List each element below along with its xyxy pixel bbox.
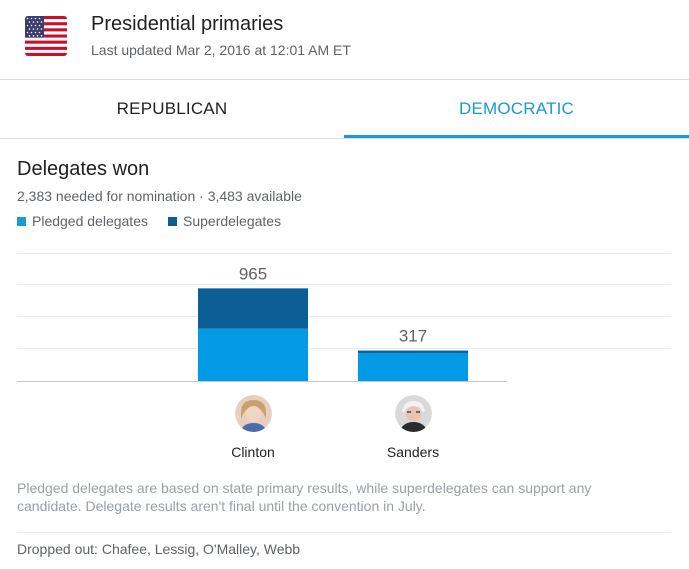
delegates-title: Delegates won xyxy=(17,158,150,180)
tab-republican[interactable]: REPUBLICAN xyxy=(116,99,228,118)
bar-super-sanders xyxy=(358,350,468,353)
party-tabs: REPUBLICAN DEMOCRATIC xyxy=(0,80,689,139)
legend-swatch-pledged xyxy=(17,216,26,226)
dropped-out-text: Dropped out: Chafee, Lessig, O'Malley, W… xyxy=(17,541,301,557)
bar-super-clinton xyxy=(198,288,308,329)
candidate-name: Sanders xyxy=(386,444,440,460)
legend-swatch-super xyxy=(168,216,177,226)
candidate-name: Clinton xyxy=(231,444,275,460)
legend-item-pledged: Pledged delegates xyxy=(17,213,148,229)
divider xyxy=(17,532,671,533)
delegates-subtitle: 2,383 needed for nomination · 3,483 avai… xyxy=(17,188,302,204)
total-label-sanders: 317 xyxy=(399,327,427,346)
page-title: Presidential primaries xyxy=(91,13,284,35)
legend-item-super: Superdelegates xyxy=(168,213,281,229)
active-tab-indicator xyxy=(344,135,689,138)
delegates-note: Pledged delegates are based on state pri… xyxy=(17,480,592,514)
delegates-chart-svg: 965 317 xyxy=(17,253,671,382)
tab-democratic[interactable]: DEMOCRATIC xyxy=(458,99,574,118)
legend-label-pledged: Pledged delegates xyxy=(32,213,148,229)
candidate-sanders: Sanders xyxy=(358,395,468,460)
delegates-chart: 965 317 xyxy=(17,250,671,385)
candidate-clinton: Clinton xyxy=(198,395,308,460)
header: Presidential primaries Last updated Mar … xyxy=(0,0,689,80)
clinton-avatar xyxy=(234,395,272,432)
bar-pledged-sanders xyxy=(358,352,468,381)
us-flag-icon xyxy=(25,16,67,56)
total-label-clinton: 965 xyxy=(239,264,267,283)
bar-pledged-clinton xyxy=(198,328,308,381)
chart-legend: Pledged delegates Superdelegates xyxy=(17,212,301,230)
sanders-avatar xyxy=(394,395,432,432)
last-updated-text: Last updated Mar 2, 2016 at 12:01 AM ET xyxy=(91,42,351,58)
legend-label-super: Superdelegates xyxy=(183,213,282,229)
